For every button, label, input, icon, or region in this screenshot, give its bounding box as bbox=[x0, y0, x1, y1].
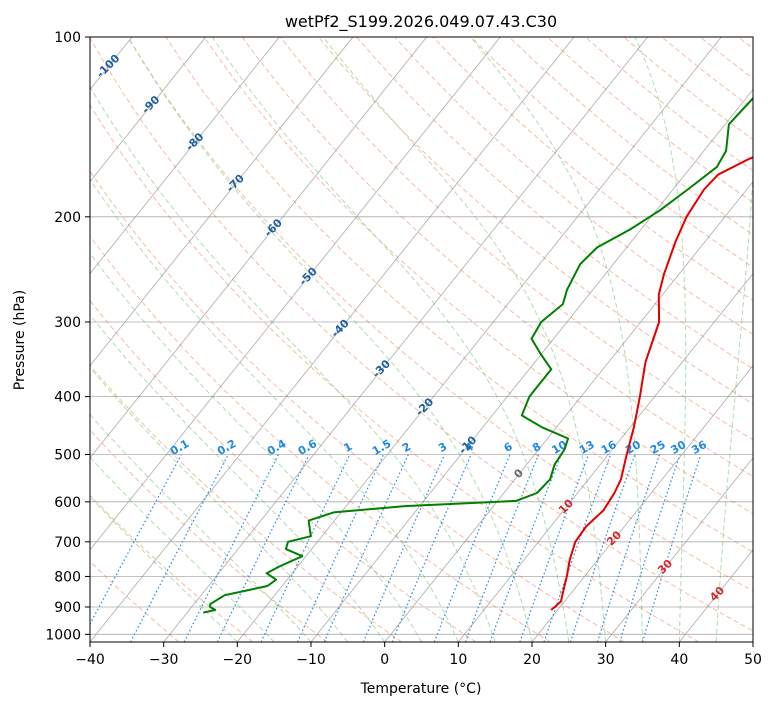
y-tick-label: 1000 bbox=[45, 627, 81, 643]
temperature-profile-line bbox=[550, 156, 753, 611]
isotherm-line bbox=[90, 37, 428, 459]
moist-adiabat-line bbox=[90, 496, 238, 642]
y-tick-label: 600 bbox=[54, 495, 81, 511]
dry-adiabat-line bbox=[90, 429, 328, 642]
x-tick-label: −30 bbox=[149, 652, 179, 668]
isotherm-line bbox=[90, 37, 207, 183]
y-tick-label: 900 bbox=[54, 600, 81, 616]
isotherm-line bbox=[310, 88, 753, 642]
x-tick-label: 10 bbox=[449, 652, 467, 668]
isotherm-line bbox=[163, 37, 649, 642]
y-tick-label: 700 bbox=[54, 535, 81, 551]
moist-adiabat-line bbox=[90, 178, 459, 642]
moist-adiabat-line bbox=[90, 252, 422, 642]
y-tick-label: 100 bbox=[54, 30, 81, 46]
dry-adiabat-line bbox=[90, 299, 477, 642]
mixing-ratio-line bbox=[391, 454, 472, 642]
isotherm-line bbox=[90, 37, 501, 551]
mixing-ratio-line bbox=[90, 454, 183, 626]
y-tick-label: 500 bbox=[54, 448, 81, 464]
dry-adiabat-line bbox=[90, 37, 753, 632]
mixing-ratio-line bbox=[323, 454, 409, 642]
y-tick-label: 800 bbox=[54, 569, 81, 585]
mixing-ratio-lines bbox=[90, 454, 702, 642]
dry-adiabat-line bbox=[90, 235, 551, 642]
dewpoint-profile-line bbox=[203, 96, 753, 614]
y-axis-label: Pressure (hPa) bbox=[12, 290, 28, 390]
x-tick-label: −20 bbox=[223, 652, 253, 668]
moist-adiabat-line bbox=[90, 85, 496, 642]
moist-adiabat-line bbox=[127, 37, 533, 642]
moist-adiabat-line bbox=[90, 456, 275, 642]
dry-adiabat-line bbox=[394, 37, 753, 335]
mixing-ratio-line bbox=[433, 454, 511, 642]
dry-adiabat-line bbox=[356, 37, 753, 370]
mixing-ratio-line bbox=[362, 454, 446, 642]
plot-frame bbox=[89, 36, 754, 643]
mixing-ratio-line bbox=[596, 454, 661, 642]
isotherm-line bbox=[605, 457, 753, 642]
x-tick-label: 30 bbox=[597, 652, 615, 668]
mixing-ratio-line bbox=[543, 454, 612, 642]
x-tick-label: 0 bbox=[380, 652, 389, 668]
dry-adiabat-line bbox=[90, 170, 625, 642]
dry-adiabat-line bbox=[203, 37, 753, 515]
dry-adiabat-line bbox=[90, 364, 402, 642]
dry-adiabat-line bbox=[165, 37, 753, 553]
isotherm-line bbox=[384, 180, 753, 642]
isotherm-line bbox=[90, 37, 575, 642]
moist-adiabat-line bbox=[90, 314, 386, 642]
mixing-ratio-line bbox=[619, 454, 681, 642]
isotherm-line bbox=[236, 37, 722, 642]
x-axis-ticks: −40 −30 −20 −10 0 10 20 30 40 50 bbox=[75, 642, 762, 668]
mixing-ratio-line bbox=[569, 454, 636, 642]
mixing-ratio-line bbox=[464, 454, 540, 642]
moist-adiabat-line bbox=[322, 37, 607, 642]
y-axis-ticks: 100 200 300 400 500 600 700 800 900 1000 bbox=[45, 30, 90, 643]
moist-adiabat-line bbox=[634, 37, 687, 642]
dry-adiabat-line bbox=[241, 37, 753, 477]
x-tick-label: −10 bbox=[296, 652, 326, 668]
dry-adiabat-line bbox=[279, 37, 753, 441]
x-tick-label: 50 bbox=[744, 652, 762, 668]
profile-lines bbox=[203, 96, 753, 614]
dry-adiabats bbox=[90, 37, 753, 642]
x-tick-label: 20 bbox=[523, 652, 541, 668]
isotherm-line bbox=[457, 272, 753, 642]
mixing-ratio-line bbox=[642, 454, 702, 642]
dry-adiabat-line bbox=[127, 37, 753, 592]
mixing-ratio-line bbox=[519, 454, 590, 642]
moist-adiabats bbox=[90, 37, 753, 642]
x-axis-label: Temperature (°C) bbox=[360, 681, 482, 697]
x-tick-label: 40 bbox=[670, 652, 688, 668]
dry-adiabat-line bbox=[90, 560, 180, 642]
dry-adiabat-line bbox=[90, 494, 254, 642]
moist-adiabat-line bbox=[470, 37, 643, 642]
mixing-ratio-line bbox=[260, 454, 351, 642]
y-tick-label: 200 bbox=[54, 210, 81, 226]
isotherm-line bbox=[90, 37, 354, 367]
plot-area: 0.1 0.2 0.4 0.6 1 1.5 2 3 4 6 8 10 13 16 20 25 30 36 -100… bbox=[90, 37, 753, 642]
mixing-ratio-line bbox=[489, 454, 562, 642]
skewed-isotherms bbox=[90, 37, 753, 642]
isotherm-line bbox=[531, 365, 753, 642]
x-tick-label: −40 bbox=[75, 652, 105, 668]
isotherm-line bbox=[90, 37, 280, 275]
mixing-ratio-line bbox=[296, 454, 385, 642]
y-tick-label: 400 bbox=[54, 390, 81, 406]
pressure-gridlines bbox=[90, 37, 753, 635]
chart-title: wetPf2_S199.2026.049.07.43.C30 bbox=[285, 12, 557, 32]
y-tick-label: 300 bbox=[54, 315, 81, 331]
moist-adiabat-line bbox=[715, 165, 753, 642]
